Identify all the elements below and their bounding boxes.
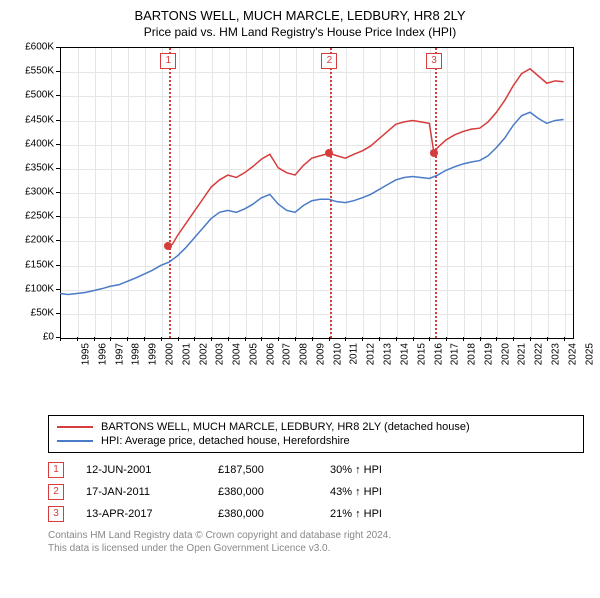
legend-item: BARTONS WELL, MUCH MARCLE, LEDBURY, HR8 … <box>57 420 575 434</box>
x-tick-label: 2012 <box>366 343 377 365</box>
legend-label: HPI: Average price, detached house, Here… <box>101 435 350 447</box>
x-tick-label: 2009 <box>315 343 326 365</box>
sale-date: 12-JUN-2001 <box>86 464 196 476</box>
x-tick-label: 2025 <box>584 343 595 365</box>
sale-dot <box>164 242 172 250</box>
sales-table: 1 12-JUN-2001 £187,500 30% ↑ HPI 2 17-JAN-201… <box>48 459 584 525</box>
y-tick-label: £450K <box>16 114 54 125</box>
legend-swatch <box>57 440 93 442</box>
x-tick-label: 2022 <box>533 343 544 365</box>
footer-line-2: This data is licensed under the Open Gov… <box>48 542 584 555</box>
series-line <box>60 112 564 294</box>
y-tick-label: £100K <box>16 283 54 294</box>
x-tick-label: 1999 <box>147 343 158 365</box>
x-tick-label: 1998 <box>131 343 142 365</box>
x-tick-label: 2017 <box>450 343 461 365</box>
y-tick-label: £600K <box>16 42 54 53</box>
sale-row: 2 17-JAN-2011 £380,000 43% ↑ HPI <box>48 481 584 503</box>
y-tick-label: £250K <box>16 211 54 222</box>
x-tick-label: 2014 <box>399 343 410 365</box>
footer-attribution: Contains HM Land Registry data © Crown c… <box>48 529 584 555</box>
x-tick-label: 2024 <box>567 343 578 365</box>
legend-swatch <box>57 426 93 428</box>
footer-line-1: Contains HM Land Registry data © Crown c… <box>48 529 584 542</box>
legend-label: BARTONS WELL, MUCH MARCLE, LEDBURY, HR8 … <box>101 421 470 433</box>
x-tick-label: 2006 <box>265 343 276 365</box>
x-tick-label: 2004 <box>231 343 242 365</box>
x-tick-label: 1996 <box>97 343 108 365</box>
x-tick-label: 2016 <box>433 343 444 365</box>
x-tick-label: 1995 <box>80 343 91 365</box>
sale-price: £380,000 <box>218 486 308 498</box>
y-tick-label: £500K <box>16 90 54 101</box>
x-tick-label: 2002 <box>198 343 209 365</box>
x-tick-label: 2011 <box>348 343 359 365</box>
x-tick-label: 2018 <box>466 343 477 365</box>
y-tick-label: £300K <box>16 187 54 198</box>
sale-date: 17-JAN-2011 <box>86 486 196 498</box>
x-tick-label: 2003 <box>215 343 226 365</box>
sale-index-badge: 1 <box>48 462 64 478</box>
chart-subtitle: Price paid vs. HM Land Registry's House … <box>0 25 600 39</box>
x-tick-label: 1997 <box>114 343 125 365</box>
x-tick-label: 2019 <box>483 343 494 365</box>
y-tick-label: £150K <box>16 259 54 270</box>
y-tick-label: £550K <box>16 66 54 77</box>
sale-date: 13-APR-2017 <box>86 508 196 520</box>
sale-dot <box>325 149 333 157</box>
y-tick-label: £0 <box>16 332 54 343</box>
x-tick-label: 2023 <box>550 343 561 365</box>
y-tick-label: £350K <box>16 162 54 173</box>
x-tick-label: 2013 <box>382 343 393 365</box>
y-tick-label: £200K <box>16 235 54 246</box>
sale-price: £187,500 <box>218 464 308 476</box>
sale-price: £380,000 <box>218 508 308 520</box>
sale-index-badge: 2 <box>48 484 64 500</box>
chart-container: £0 £50K £100K £150K £200K £250K £300K £350K £400… <box>16 47 576 377</box>
y-tick-label: £50K <box>16 307 54 318</box>
x-tick-label: 2021 <box>517 343 528 365</box>
sale-index-badge: 3 <box>48 506 64 522</box>
sale-delta: 43% ↑ HPI <box>330 486 382 498</box>
x-tick-label: 2010 <box>332 343 343 365</box>
legend-item: HPI: Average price, detached house, Here… <box>57 434 575 448</box>
sale-row: 3 13-APR-2017 £380,000 21% ↑ HPI <box>48 503 584 525</box>
x-tick-label: 2007 <box>282 343 293 365</box>
sale-delta: 30% ↑ HPI <box>330 464 382 476</box>
x-tick-label: 2001 <box>181 343 192 365</box>
legend-box: BARTONS WELL, MUCH MARCLE, LEDBURY, HR8 … <box>48 415 584 453</box>
y-tick-label: £400K <box>16 138 54 149</box>
x-tick-label: 2000 <box>164 343 175 365</box>
sale-dot <box>430 149 438 157</box>
x-tick-label: 2015 <box>416 343 427 365</box>
series-line <box>168 69 563 247</box>
chart-title: BARTONS WELL, MUCH MARCLE, LEDBURY, HR8 … <box>0 8 600 23</box>
x-tick-label: 2008 <box>298 343 309 365</box>
x-tick-label: 2005 <box>248 343 259 365</box>
sale-delta: 21% ↑ HPI <box>330 508 382 520</box>
x-tick-label: 2020 <box>500 343 511 365</box>
sale-row: 1 12-JUN-2001 £187,500 30% ↑ HPI <box>48 459 584 481</box>
